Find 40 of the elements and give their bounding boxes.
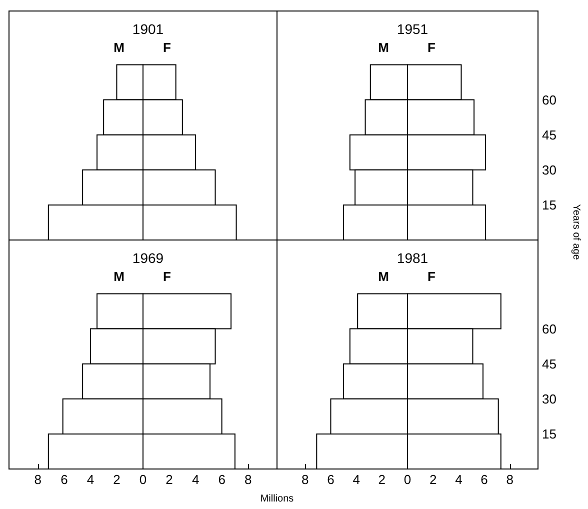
text: 1981 (396, 250, 428, 266)
x-tick-label: 6 (327, 472, 334, 487)
y-tick-label: 60 (542, 321, 556, 336)
y-tick-label: 15 (542, 426, 556, 442)
x-axis-title: Millions (260, 494, 294, 504)
y-tick-label: 45 (542, 127, 556, 142)
text: 1951 (396, 21, 428, 37)
x-tick-label: 2 (378, 472, 386, 487)
series-label: F (428, 40, 436, 55)
x-tick-label: 0 (404, 472, 412, 487)
y-tick-label: 15 (542, 197, 556, 212)
series-label: M (378, 40, 389, 55)
x-tick-label: 2 (166, 472, 173, 487)
series-label: F (428, 269, 436, 284)
text: 1901 (132, 21, 164, 37)
series-label: M (114, 269, 124, 284)
x-tick-label: 8 (302, 472, 309, 487)
text: 1969 (132, 250, 164, 266)
x-tick-label: 6 (60, 472, 68, 487)
x-tick-label: 6 (218, 472, 226, 487)
x-tick-label: 4 (352, 472, 360, 487)
y-axis-title: Years of age (570, 204, 582, 260)
y-tick-label: 30 (542, 391, 556, 406)
x-tick-label: 8 (34, 472, 42, 487)
y-tick-label: 45 (542, 356, 556, 372)
x-tick-label: 4 (455, 472, 462, 487)
x-tick-label: 4 (86, 472, 94, 487)
x-tick-label: 6 (480, 472, 488, 487)
x-tick-label: 8 (506, 472, 514, 487)
series-label: F (163, 40, 172, 55)
y-tick-label: 30 (542, 162, 556, 178)
x-tick-label: 2 (113, 472, 120, 487)
y-tick-label: 60 (542, 92, 556, 108)
series-label: M (114, 40, 124, 55)
x-tick-label: 0 (139, 472, 147, 487)
x-tick-label: 4 (192, 472, 200, 487)
series-label: F (163, 269, 172, 284)
x-tick-label: 2 (429, 472, 437, 487)
series-label: M (378, 269, 389, 284)
x-tick-label: 8 (244, 472, 252, 487)
